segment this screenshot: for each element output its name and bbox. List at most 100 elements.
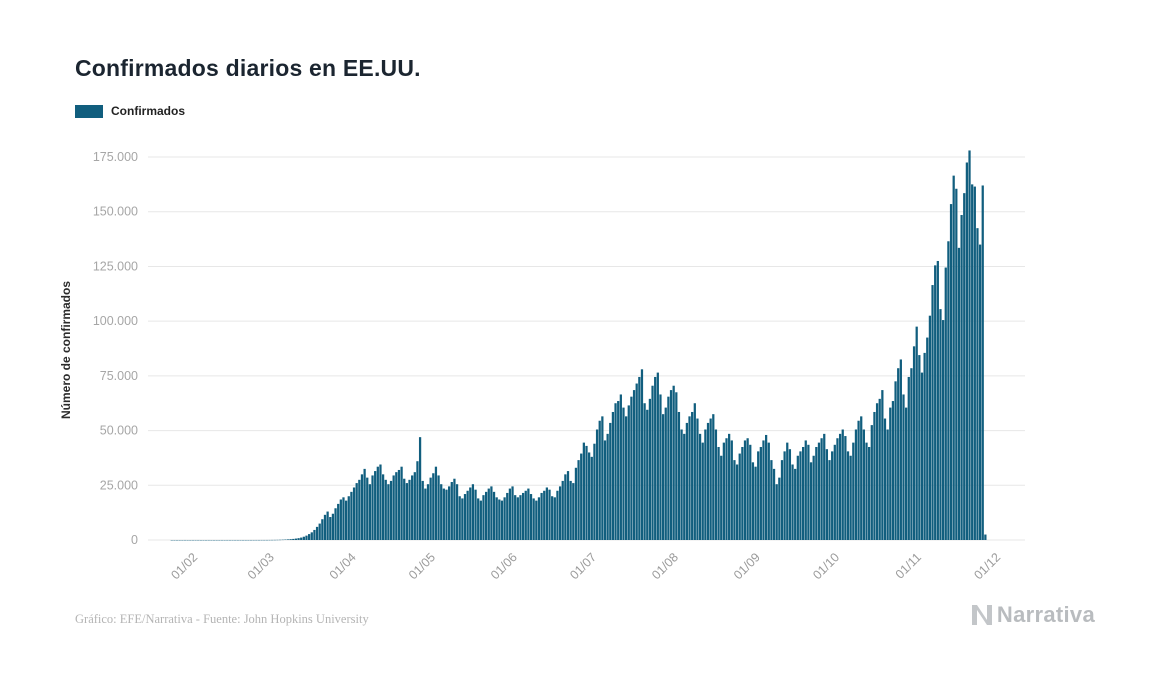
bar [746,438,749,540]
bar [352,487,356,540]
legend-swatch [75,104,103,118]
bar [329,517,332,540]
bar [376,466,379,540]
bar [379,464,382,540]
bar [786,442,789,540]
bar [841,429,844,540]
bar [300,537,303,540]
bar [820,438,823,540]
bar [403,478,406,540]
bar [635,383,638,540]
bar [918,355,921,540]
bar [941,320,945,540]
bar [857,420,860,540]
bar [463,494,467,540]
bar [725,438,728,540]
bar [912,346,916,540]
bar [836,438,839,540]
narrativa-logo: Narrativa [971,602,1095,628]
bar [339,499,342,540]
y-tick-label: 25.000 [100,478,138,492]
bar [881,390,884,540]
bar [952,175,955,540]
legend: Confirmados [75,104,185,118]
bar [688,416,691,540]
bar [434,466,438,540]
bar [804,440,807,540]
bar [461,498,464,540]
bar [408,479,411,540]
bar [947,241,950,540]
bar [868,446,871,540]
y-tick-label: 100.000 [93,314,138,328]
bar [540,492,543,540]
bar [714,429,718,540]
bar [630,396,633,540]
bar [661,414,665,540]
bar [553,497,556,540]
bar [384,479,387,540]
bar [469,487,472,540]
bar [455,484,459,540]
bar [651,385,654,540]
bar [487,488,490,540]
bar [535,500,538,540]
bar [387,484,390,540]
bar [667,396,670,540]
bar [392,475,395,540]
bar [551,496,554,540]
bar [545,487,548,540]
bar [395,472,398,540]
x-tick-label: 01/07 [567,550,599,582]
bar [833,444,836,540]
bar [466,490,469,540]
bar [492,491,496,540]
legend-label: Confirmados [111,104,186,118]
bar [809,462,813,540]
bar [772,468,776,540]
source-credit: Gráfico: EFE/Narrativa - Fuente: John Ho… [75,612,369,626]
bar [363,468,366,540]
bar [524,490,527,540]
bar [625,416,628,540]
bar [368,484,372,540]
bar [566,471,570,540]
bar [875,403,879,540]
bar [971,184,974,540]
bar [603,440,607,540]
y-tick-label: 125.000 [93,259,138,273]
bar [733,460,736,540]
bar [796,455,799,540]
bar [846,451,850,540]
bar [310,532,313,540]
bar [437,475,440,540]
x-tick-label: 01/08 [649,550,681,582]
bar [619,394,622,540]
bar [939,309,942,540]
bar [717,446,720,540]
x-tick-label: 01/06 [488,550,520,582]
bar [640,369,644,540]
bar [659,394,662,540]
bar [334,508,337,540]
bar [400,466,403,540]
bar [302,536,305,540]
y-tick-label: 0 [131,533,138,547]
bar [704,429,707,540]
bar [783,451,786,540]
bar [730,440,733,540]
bar [873,411,876,540]
bar [479,500,482,540]
bar [765,434,768,540]
bar [944,267,947,540]
bar [757,451,760,540]
chart-title: Confirmados diarios en EE.UU. [75,55,421,82]
bar [828,460,831,540]
bar [780,460,784,540]
bar [883,418,887,540]
bar [680,429,683,540]
bar [728,433,731,540]
bar [968,150,971,540]
bar [870,425,873,540]
